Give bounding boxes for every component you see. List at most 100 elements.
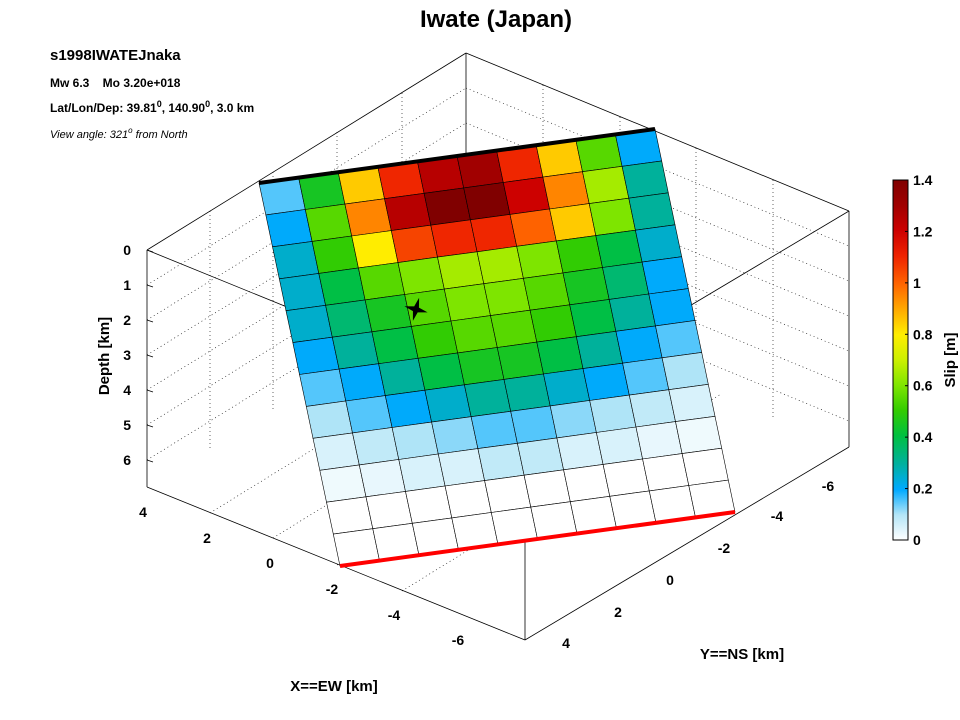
slip-patch (344, 198, 392, 237)
location-line: Lat/Lon/Dep: 39.810, 140.900, 3.0 km (50, 99, 254, 115)
slip-patch (384, 389, 432, 428)
y-tick-label: -2 (718, 540, 731, 556)
slip-patch (555, 235, 603, 274)
slip-patch (272, 241, 320, 280)
z-tick-label: 2 (123, 312, 131, 328)
slip-patch (312, 432, 360, 471)
view-degree-sup: o (128, 126, 133, 135)
surface-trace (339, 510, 736, 568)
tick-mark (146, 319, 154, 323)
depth-ticks: 0 1 2 3 4 5 6 (123, 242, 154, 468)
colorbar-label: Slip [m] (942, 332, 959, 387)
slip-patch (668, 383, 716, 422)
slip-patch (331, 331, 379, 370)
lon-degree-sup: 0 (205, 99, 210, 109)
slip-patch (523, 272, 571, 311)
view-prefix: View angle: 321 (50, 129, 128, 141)
slip-patch (304, 203, 353, 242)
box-edge (146, 486, 526, 641)
colorbar: 1.4 1.2 1 0.8 0.6 0.4 0.2 0 Slip [m] (892, 172, 959, 548)
slip-patch (423, 187, 471, 226)
location-suffix: , 3.0 km (210, 101, 254, 115)
slip-patch (661, 352, 709, 391)
slip-patch (397, 256, 445, 295)
slip-patch (517, 437, 564, 476)
gridline (146, 87, 467, 286)
slip-patch (430, 219, 478, 258)
y-tick-label: 2 (614, 604, 622, 620)
slip-patch (464, 379, 512, 418)
slip-patch (338, 363, 386, 402)
z-tick-label: 4 (123, 382, 131, 398)
z-tick-label: 6 (123, 452, 131, 468)
slip-patch (675, 415, 723, 454)
slip-patch (358, 262, 406, 301)
slip-patch (510, 405, 558, 444)
slip-patch (641, 256, 689, 295)
slip-patch (642, 453, 690, 492)
slip-patch (509, 208, 557, 247)
x-tick-label: 2 (203, 530, 211, 546)
view-suffix: from North (133, 129, 188, 141)
slip-patch (311, 235, 359, 274)
lat-degree-sup: 0 (157, 99, 162, 109)
slip-patch (319, 464, 367, 503)
slip-patch (516, 240, 564, 279)
slip-patch (523, 469, 571, 508)
slip-patch (588, 197, 636, 236)
slip-patch (299, 368, 347, 407)
x-tick-label: -2 (326, 581, 339, 597)
slip-patch (602, 261, 650, 300)
slip-patch (569, 299, 617, 338)
slip-patch (265, 209, 313, 248)
tick-mark (146, 459, 154, 463)
box-edge (465, 52, 850, 212)
x-tick-label: -4 (388, 607, 401, 623)
gridline (146, 122, 467, 321)
y-axis-label: Y==NS [km] (700, 646, 784, 663)
slip-patch (444, 480, 492, 519)
slip-patch (364, 294, 412, 333)
slip-patch (628, 192, 676, 231)
slip-patch (549, 400, 597, 439)
fault-top-edge (258, 127, 656, 185)
x-tick-label: -6 (452, 632, 465, 648)
slip-patch (463, 182, 511, 221)
slip-patch (305, 400, 353, 439)
slip-patch (490, 309, 538, 348)
slip-patch (443, 283, 491, 322)
slip-patch (596, 426, 643, 465)
slip-patch (352, 427, 400, 466)
colorbar-tick-label: 1 (913, 275, 921, 291)
colorbar-tick-label: 0.2 (913, 481, 933, 497)
z-tick-label: 0 (123, 242, 131, 258)
box-edge (146, 52, 467, 251)
slip-patch (602, 458, 650, 497)
slip-patch (417, 352, 465, 391)
slip-patch (437, 448, 485, 487)
slip-patch (483, 277, 531, 316)
tick-mark (146, 424, 154, 428)
slip-patch (326, 496, 374, 535)
slip-patch (655, 320, 703, 359)
slip-patch (325, 299, 373, 338)
slip-patch (648, 288, 696, 327)
y-ticks: -6 -4 -2 0 2 4 (562, 478, 834, 651)
slip-patch (437, 251, 485, 290)
slip-patch (589, 394, 637, 433)
slip-patch (562, 267, 610, 306)
slip-patch (470, 214, 518, 253)
slip-patch (496, 341, 544, 380)
slip-patch (556, 432, 604, 471)
slip-patch (476, 245, 524, 285)
slip-patch (582, 362, 630, 401)
location-prefix: Lat/Lon/Dep: 39.81 (50, 101, 157, 115)
slip-patch (608, 293, 656, 332)
fault-plane (258, 127, 736, 568)
slip-patch (615, 325, 663, 364)
slip-patch (371, 326, 419, 365)
slip-patch (681, 447, 729, 486)
slip-patch (405, 485, 453, 524)
box-edge (524, 446, 850, 641)
colorbar-tick-label: 0 (913, 532, 921, 548)
